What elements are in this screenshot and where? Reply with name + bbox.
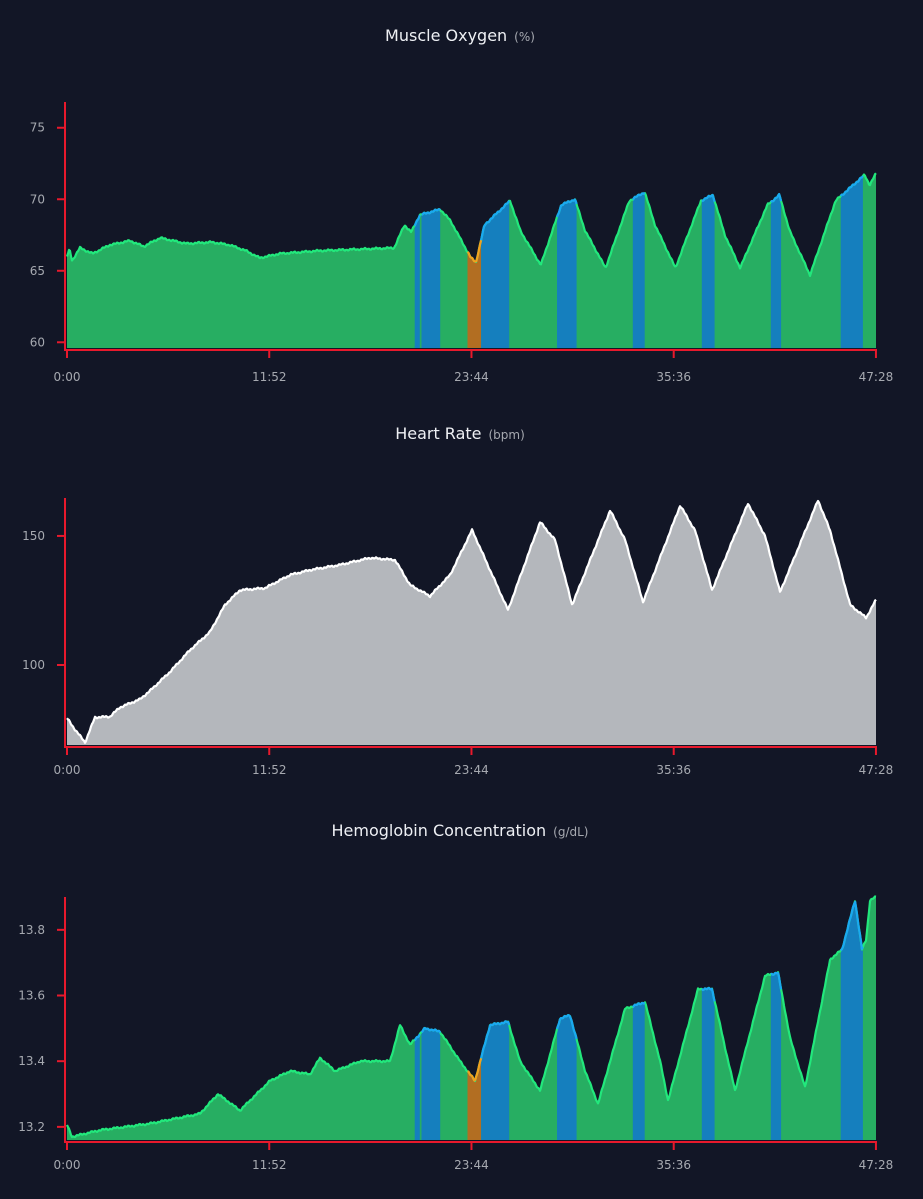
orange-zone-line (467, 1057, 483, 1082)
blue-zone-area (421, 209, 441, 348)
muscle-oxygen-plot: 60 65 70 75 0:00 11:52 23:44 35:36 47:28 (30, 102, 894, 384)
y-tick-label: 75 (30, 121, 45, 135)
heart-rate-plot: 100 150 0:00 11:52 23:44 35:36 47:28 (22, 498, 893, 777)
x-tick-label: 0:00 (54, 370, 81, 384)
blue-zone-line (555, 198, 578, 218)
chart-title: Hemoglobin Concentration (g/dL) (332, 821, 589, 840)
x-tick-label: 35:36 (656, 763, 691, 777)
y-tick-label: 100 (22, 658, 45, 672)
blue-zone-line (631, 1001, 646, 1008)
blue-zone-area (840, 902, 863, 1140)
series-line (66, 499, 877, 744)
blue-zone-area (701, 194, 715, 348)
x-tick-label: 47:28 (859, 1158, 894, 1172)
blue-zone-area (421, 1028, 441, 1140)
blue-zone-area (701, 987, 715, 1140)
blue-zone-line (413, 1033, 421, 1041)
blue-zone-line (770, 971, 783, 990)
unit-text: (bpm) (489, 428, 525, 442)
muscle-oxygen-chart: Muscle Oxygen (%) 60 65 70 75 0:00 11:52 23:44 3… (30, 26, 894, 384)
y-tick-label: 150 (22, 529, 45, 543)
x-tick-label: 35:36 (656, 1158, 691, 1172)
blue-zone-area (557, 199, 577, 348)
blue-zone-line (480, 1020, 511, 1059)
unit-text: (g/dL) (553, 825, 588, 839)
blue-zone-line (421, 208, 441, 216)
x-tick-label: 47:28 (859, 370, 894, 384)
hemoglobin-plot: 13.2 13.4 13.6 13.8 0:00 11:52 23:44 35:36 47:28 (18, 895, 894, 1172)
blue-zone-line (413, 214, 421, 227)
blue-zone-line (839, 900, 864, 952)
x-tick-label: 23:44 (454, 763, 489, 777)
blue-zone-line (839, 175, 864, 197)
x-tick-label: 11:52 (252, 763, 287, 777)
blue-zone-area (632, 192, 645, 348)
x-tick-label: 0:00 (54, 763, 81, 777)
blue-zone-line (631, 191, 646, 201)
orange-zone-area (467, 1058, 482, 1140)
blue-zone-area (840, 176, 863, 348)
blue-zone-line (701, 986, 716, 1002)
blue-zone-area (481, 1021, 510, 1140)
series-area (67, 501, 876, 745)
y-tick-label: 13.2 (18, 1120, 45, 1134)
x-tick-label: 47:28 (859, 763, 894, 777)
x-tick-label: 35:36 (656, 370, 691, 384)
blue-zone-area (414, 1034, 420, 1140)
title-text: Heart Rate (395, 424, 481, 443)
chart-title: Muscle Oxygen (%) (385, 26, 535, 45)
x-tick-label: 11:52 (252, 370, 287, 384)
blue-zone-area (481, 200, 510, 348)
hemoglobin-chart: Hemoglobin Concentration (g/dL) 13.213.41… (18, 821, 893, 1172)
y-tick-label: 65 (30, 264, 45, 278)
y-tick-label: 60 (30, 335, 45, 349)
x-tick-label: 23:44 (454, 370, 489, 384)
title-text: Muscle Oxygen (385, 26, 507, 45)
orange-zone-line (466, 239, 483, 263)
orange-zone-area (467, 240, 482, 348)
x-tick-label: 23:44 (454, 1158, 489, 1172)
blue-zone-area (770, 972, 782, 1140)
unit-text: (%) (514, 30, 535, 44)
y-tick-label: 13.4 (18, 1054, 45, 1068)
x-tick-label: 11:52 (252, 1158, 287, 1172)
blue-zone-area (414, 215, 420, 348)
blue-zone-line (420, 1026, 442, 1034)
blue-zone-line (480, 200, 511, 241)
heart-rate-chart: Heart Rate (bpm) 100 150 0:00 11:52 23:44 35:3… (22, 424, 893, 777)
title-text: Hemoglobin Concentration (332, 821, 547, 840)
blue-zone-area (770, 194, 782, 348)
blue-zone-line (770, 193, 783, 203)
x-tick-label: 0:00 (54, 1158, 81, 1172)
y-tick-label: 13.8 (18, 923, 45, 937)
blue-zone-line (701, 193, 716, 202)
blue-zone-line (555, 1014, 578, 1040)
blue-zone-area (632, 1002, 645, 1140)
y-tick-label: 13.6 (18, 989, 45, 1003)
blue-zone-area (557, 1015, 577, 1140)
y-tick-label: 70 (30, 192, 45, 206)
chart-title: Heart Rate (bpm) (395, 424, 525, 443)
